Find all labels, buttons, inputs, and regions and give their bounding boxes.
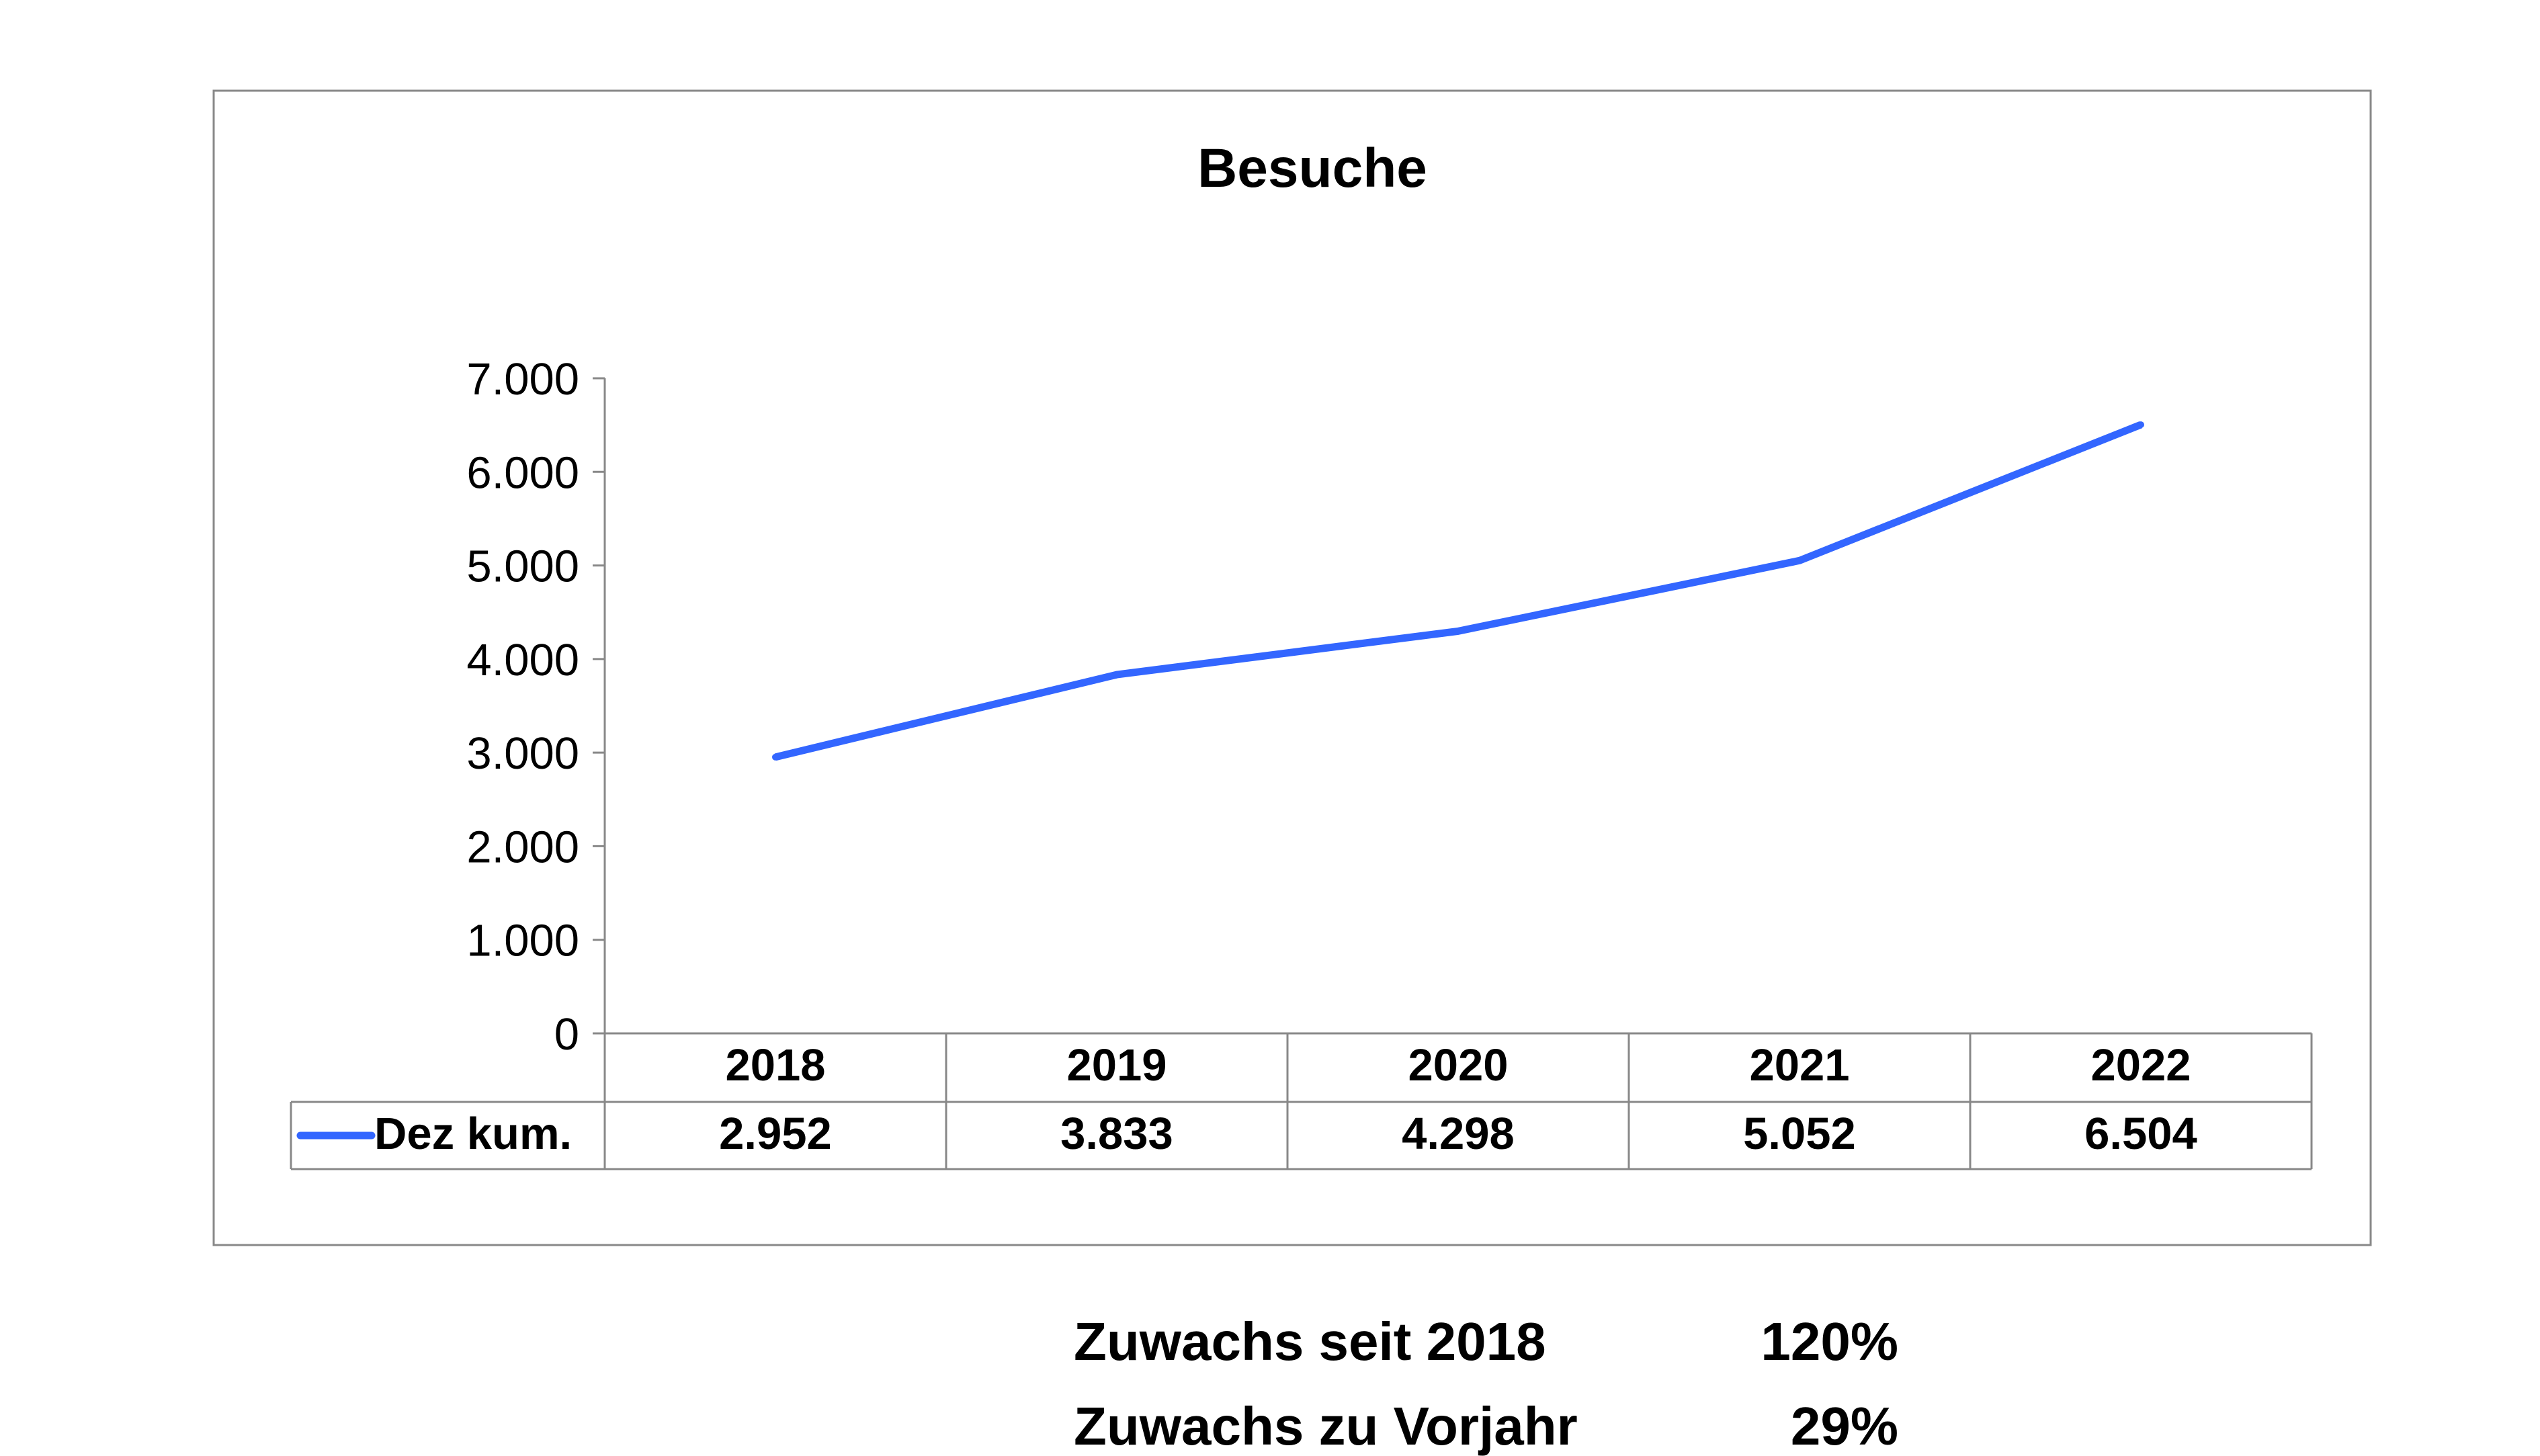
data-table-value: 6.504 (2084, 1109, 2197, 1159)
x-category-label: 2020 (1408, 1040, 1508, 1090)
data-point (772, 753, 779, 761)
y-tick-label: 6.000 (466, 447, 579, 498)
x-category-label: 2022 (2090, 1040, 2191, 1090)
y-tick-label: 3.000 (466, 728, 579, 779)
data-table-value: 2.952 (719, 1109, 832, 1159)
chart-frame (212, 89, 2372, 1246)
data-point (1455, 628, 1462, 635)
legend-label: Dez kum. (374, 1109, 572, 1159)
y-tick-label: 2.000 (466, 822, 579, 872)
x-category-label: 2021 (1749, 1040, 1849, 1090)
data-point (1796, 557, 1803, 564)
data-table-value: 3.833 (1060, 1109, 1173, 1159)
y-tick-label: 5.000 (466, 542, 579, 592)
series-points (772, 421, 2144, 761)
data-point (1113, 671, 1120, 679)
summary-value-growth-prev-year: 29% (1790, 1396, 1898, 1456)
data-table-value: 4.298 (1402, 1109, 1515, 1159)
data-table-value: 5.052 (1743, 1109, 1856, 1159)
y-tick-label: 0 (554, 1009, 579, 1060)
y-ticks: 0 1.000 2.000 3.000 4.000 5.000 6.000 7.000 (466, 354, 605, 1060)
summary-value-growth-since: 120% (1761, 1312, 1898, 1371)
y-tick-label: 4.000 (466, 635, 579, 685)
x-category-label: 2019 (1066, 1040, 1167, 1090)
chart-title: Besuche (1197, 138, 1427, 199)
x-category-label: 2018 (725, 1040, 825, 1090)
data-point (2137, 421, 2144, 429)
y-tick-label: 1.000 (466, 916, 579, 966)
summary-label-growth-prev-year: Zuwachs zu Vorjahr (1074, 1396, 1578, 1456)
y-tick-label: 7.000 (466, 354, 579, 404)
summary-label-growth-since: Zuwachs seit 2018 (1074, 1312, 1546, 1371)
data-table: 2018 2019 2020 2021 2022 2.952 3.833 4.298 5.052… (290, 1032, 2313, 1170)
